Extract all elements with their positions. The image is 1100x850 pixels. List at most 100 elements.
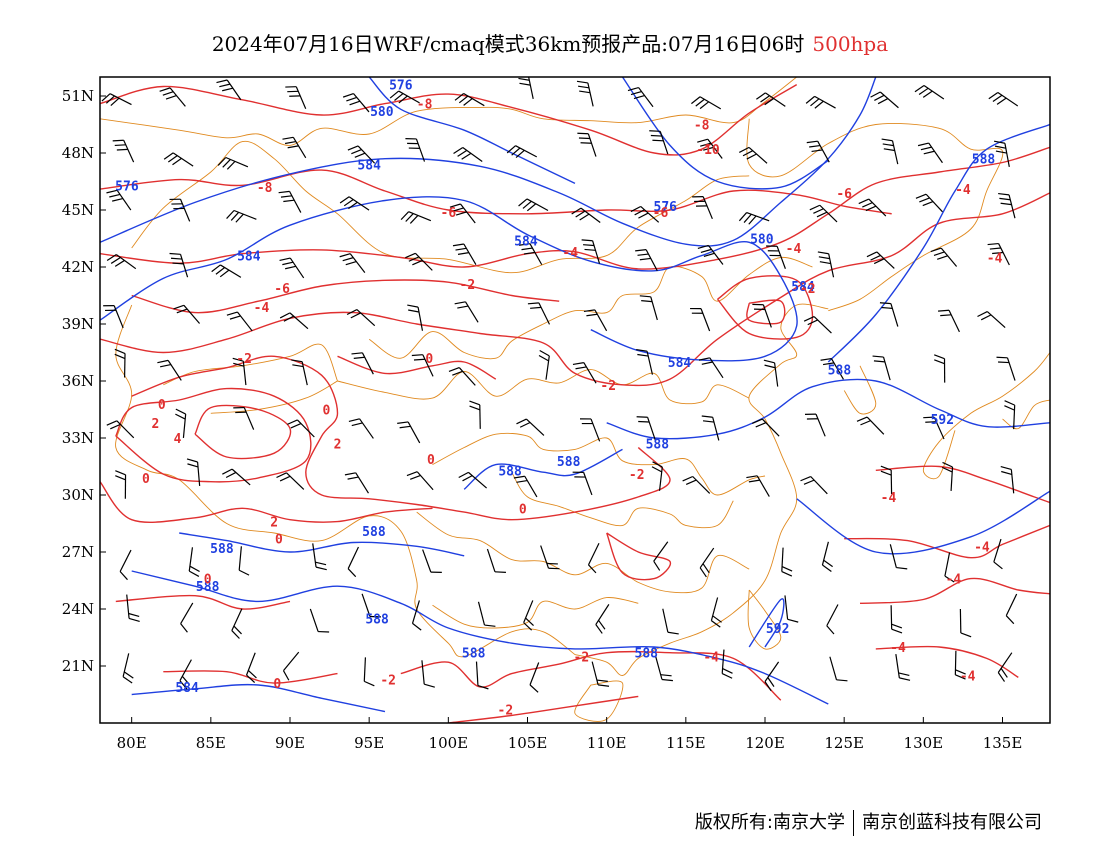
wind-barb: [662, 608, 679, 635]
lat-tick-label: 33N: [62, 429, 94, 447]
temperature-contour-label: 0: [142, 472, 150, 487]
wind-barb: [106, 189, 132, 211]
wind-barb: [347, 546, 360, 578]
border-line: [210, 380, 338, 414]
temperature-contour-label: -4: [254, 301, 270, 316]
height-contour-label: 584: [175, 681, 199, 696]
wind-barb: [389, 90, 420, 104]
wind-barb: [581, 239, 601, 264]
wind-barb: [400, 211, 432, 224]
wind-barb: [529, 662, 540, 693]
height-contour: [100, 196, 798, 362]
temperature-contour-label: -4: [562, 246, 578, 261]
wind-barb: [764, 661, 780, 692]
wind-barb: [997, 652, 1013, 682]
wind-barb: [738, 212, 770, 225]
wind-barb: [781, 547, 793, 577]
wind-barb: [1000, 465, 1015, 494]
temperature-contour: [337, 355, 497, 380]
temperature-contour-label: -4: [786, 242, 802, 257]
wind-barb: [826, 604, 839, 635]
wind-barb: [697, 244, 724, 265]
border-line: [115, 304, 576, 658]
height-contour: [131, 683, 386, 713]
wind-barb: [756, 92, 786, 107]
wind-barb: [653, 541, 669, 571]
lon-tick-label: 90E: [275, 734, 305, 752]
title-main: 2024年07月16日WRF/cmaq模式36km预报产品:07月16日06时: [211, 32, 805, 56]
border-line: [100, 77, 797, 146]
height-contour-label: 588: [498, 464, 522, 479]
wind-barb: [651, 461, 663, 491]
height-contour-label: 588: [646, 438, 670, 453]
wind-barb: [216, 79, 242, 101]
lon-tick-label: 85E: [196, 734, 226, 752]
wind-barb: [453, 146, 483, 163]
wind-barb: [211, 264, 242, 278]
height-contour-label: 580: [750, 233, 774, 248]
wind-barb: [993, 140, 1010, 167]
lon-tick-label: 110E: [587, 734, 627, 752]
lon-tick-label: 130E: [904, 734, 944, 752]
wind-barb: [406, 471, 434, 491]
wind-barb: [870, 91, 899, 109]
border-line: [843, 365, 877, 415]
wind-barb: [276, 472, 305, 490]
temperature-contour-label: 0: [425, 352, 433, 367]
wind-barb: [222, 468, 251, 486]
wind-barb: [411, 354, 434, 377]
lon-tick-label: 100E: [429, 734, 469, 752]
wind-barb: [630, 205, 660, 223]
temperature-contour-label: -2: [574, 651, 590, 666]
wind-barb: [344, 472, 369, 494]
wind-barb: [361, 593, 381, 618]
wind-barb: [233, 406, 255, 430]
wind-barb: [217, 156, 249, 170]
border-line: [1002, 399, 1050, 430]
temperature-contour-label: -2: [380, 673, 396, 688]
temperature-contour-label: -2: [629, 468, 645, 483]
height-contour-label: 576: [654, 200, 678, 215]
wind-barb: [449, 203, 476, 224]
wind-barb: [119, 549, 132, 581]
lat-tick-label: 24N: [62, 600, 94, 618]
lon-tick-label: 80E: [117, 734, 147, 752]
height-contour-label: 584: [668, 356, 692, 371]
border-line: [131, 140, 750, 274]
wind-barb: [915, 193, 943, 213]
temperature-contour: [606, 532, 672, 581]
wind-barb: [746, 475, 770, 497]
wind-barb: [858, 198, 887, 217]
temperature-contour: [746, 299, 786, 325]
temperature-contour-label: -6: [441, 206, 457, 221]
temperature-contour: [131, 279, 560, 314]
wind-barb: [583, 309, 608, 332]
lat-tick-label: 39N: [62, 315, 94, 333]
wind-barb: [698, 357, 724, 379]
wind-barb: [930, 247, 958, 267]
wind-barb: [763, 359, 779, 387]
temperature-contour: [100, 84, 798, 156]
border-line: [368, 257, 813, 360]
temperature-contour-label: -6: [836, 187, 852, 202]
wind-barb: [934, 354, 946, 383]
height-contour-label: 584: [357, 158, 381, 173]
lat-tick-label: 36N: [62, 372, 94, 390]
wind-barb: [806, 140, 830, 163]
temperature-contour-label: -8: [694, 119, 710, 134]
wind-barb: [405, 138, 426, 162]
wind-barb: [636, 349, 654, 375]
wind-barb: [103, 305, 124, 329]
temperature-contour: [163, 670, 338, 684]
border-line: [432, 597, 639, 629]
wind-barb: [279, 312, 309, 330]
wind-barb: [342, 93, 370, 113]
wind-barb: [175, 408, 187, 439]
wind-barb: [591, 661, 610, 687]
height-contour-label: 588: [362, 525, 386, 540]
border-line: [337, 369, 750, 405]
lat-tick-label: 21N: [62, 657, 94, 675]
temperature-contour: [716, 275, 814, 340]
temperature-contour: [875, 645, 1019, 678]
wind-barb: [540, 545, 560, 570]
